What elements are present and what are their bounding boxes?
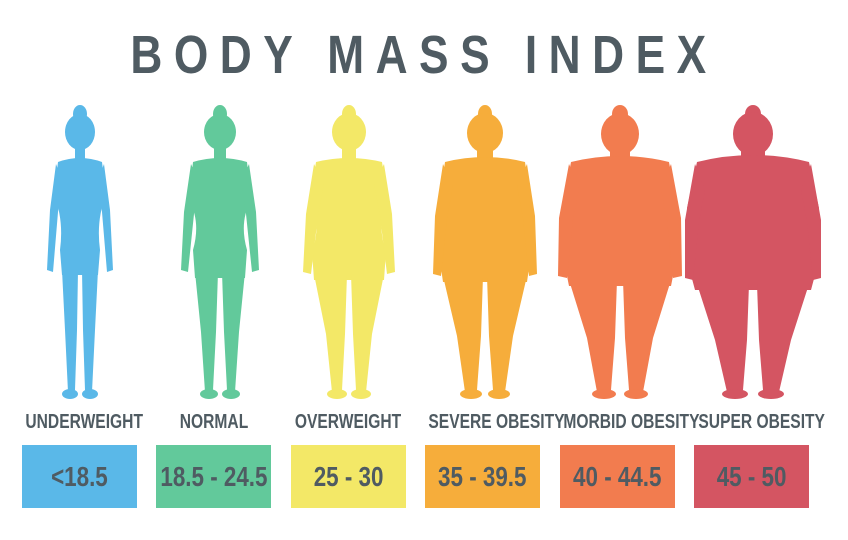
range-value: <18.5 [51,460,108,492]
page-title: BODY MASS INDEX [130,25,718,85]
range-value: 45 - 50 [716,460,787,492]
range-box-normal: 18.5 - 24.5 [156,445,271,508]
range-value: 40 - 44.5 [573,460,662,492]
category-label-super-obesity: SUPER OBESITY [698,411,825,433]
category-label-underweight: UNDERWEIGHT [25,411,143,433]
category-label-normal: NORMAL [179,411,249,433]
morbid-obesity-figure-icon [558,105,682,399]
range-box-super-obesity: 45 - 50 [694,445,809,508]
range-value: 25 - 30 [313,460,384,492]
severe-obesity-figure-icon [433,105,537,399]
category-label-overweight: OVERWEIGHT [294,411,402,433]
category-label-severe-obesity: SEVERE OBESITY [428,411,565,433]
range-box-morbid-obesity: 40 - 44.5 [560,445,675,508]
underweight-figure-icon [47,105,113,399]
normal-figure-icon [181,105,259,399]
range-box-underweight: <18.5 [22,445,137,508]
overweight-figure-icon [303,105,395,399]
range-box-overweight: 25 - 30 [291,445,406,508]
range-value: 35 - 39.5 [438,460,527,492]
category-label-morbid-obesity: MORBID OBESITY [563,411,700,433]
range-value: 18.5 - 24.5 [159,460,268,492]
super-obesity-figure-icon [685,105,821,399]
range-box-severe-obesity: 35 - 39.5 [425,445,540,508]
